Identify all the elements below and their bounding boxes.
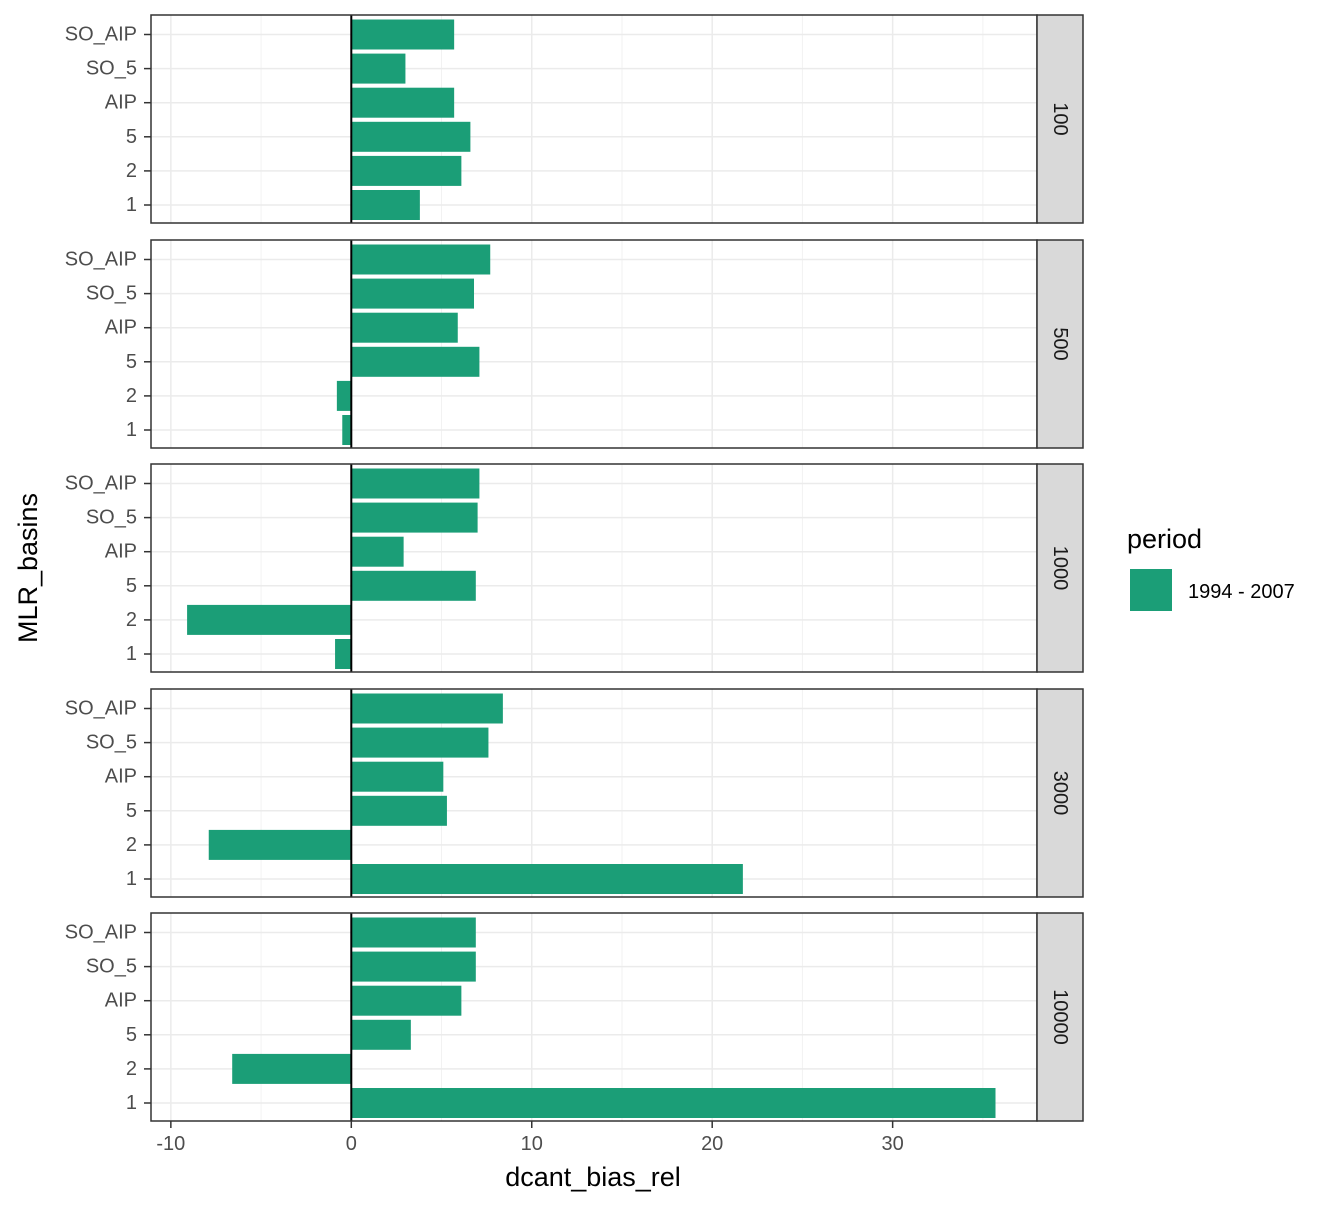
- facet-panel-500: 500 SO_AIP SO_5 AIP 5 2 1: [65, 239, 1084, 449]
- facet-strip-label: 3000: [1049, 771, 1071, 816]
- bar-1000-AIP: [351, 536, 404, 567]
- panels-layer: 100SO_AIPSO_5AIP521500SO_AIPSO_5AIP52110…: [65, 14, 1084, 1122]
- y-tick-label: 2: [126, 834, 137, 856]
- y-tick-label: 1: [126, 194, 137, 216]
- facet-strip-label: 500: [1049, 327, 1071, 360]
- bar-100-1: [351, 190, 420, 220]
- x-tick-label: 30: [882, 1133, 904, 1155]
- facet-strip: [1036, 463, 1084, 673]
- facet-panel-3000: 3000 SO_AIP SO_5 AIP 5 2 1: [65, 688, 1084, 898]
- bar-10000-SO_5: [351, 951, 476, 982]
- y-tick-label: 1: [126, 868, 137, 890]
- bar-500-1: [342, 415, 352, 445]
- bar-500-SO_5: [351, 278, 475, 309]
- y-tick-label: 1: [126, 1092, 137, 1114]
- panel-background: [151, 15, 1037, 223]
- bar-100-SO_AIP: [351, 19, 455, 50]
- facet-strip: [1036, 912, 1084, 1122]
- bar-3000-1: [351, 864, 743, 894]
- x-tick-label: 0: [346, 1133, 357, 1155]
- x-axis: -10 0 10 20 30: [156, 1121, 904, 1155]
- bar-1000-SO_5: [351, 502, 478, 533]
- y-tick-label: SO_5: [86, 732, 137, 754]
- facet-strip: [1036, 239, 1084, 449]
- y-tick-label: 1: [126, 419, 137, 441]
- facet-panel-10000: 10000 SO_AIP SO_5 AIP 5 2 1: [65, 912, 1084, 1122]
- facet-strip-label: 100: [1049, 102, 1071, 135]
- y-tick-label: 5: [126, 800, 137, 822]
- y-tick-label: SO_AIP: [65, 249, 137, 271]
- bar-100-2: [351, 155, 462, 186]
- y-tick-label: AIP: [105, 990, 137, 1012]
- bar-10000-1: [351, 1088, 996, 1118]
- facet-strip-label: 10000: [1049, 989, 1071, 1045]
- bar-1000-5: [351, 570, 476, 601]
- bar-3000-AIP: [351, 761, 444, 792]
- y-tick-label: SO_5: [86, 58, 137, 80]
- bar-1000-SO_AIP: [351, 468, 480, 499]
- y-tick-label: 5: [126, 575, 137, 597]
- x-tick-label: -10: [156, 1133, 185, 1155]
- y-tick-label: SO_5: [86, 283, 137, 305]
- y-tick-label: SO_5: [86, 956, 137, 978]
- bar-3000-SO_5: [351, 727, 489, 758]
- bar-100-5: [351, 121, 471, 152]
- x-tick-label: 20: [701, 1133, 723, 1155]
- y-tick-label: SO_AIP: [65, 922, 137, 944]
- y-tick-label: AIP: [105, 766, 137, 788]
- legend: period 1994 - 2007: [1127, 524, 1295, 611]
- bar-500-5: [351, 346, 480, 377]
- y-tick-label: SO_AIP: [65, 698, 137, 720]
- y-tick-label: 5: [126, 126, 137, 148]
- bar-10000-5: [351, 1019, 411, 1050]
- facet-strip: [1036, 14, 1084, 224]
- bar-1000-1: [335, 639, 352, 669]
- facet-strip: [1036, 688, 1084, 898]
- y-tick-label: 5: [126, 1024, 137, 1046]
- bar-3000-2: [208, 829, 352, 860]
- panel-background: [151, 464, 1037, 672]
- legend-label: 1994 - 2007: [1188, 581, 1295, 603]
- facet-strip-label: 1000: [1049, 546, 1071, 591]
- y-tick-label: AIP: [105, 92, 137, 114]
- bar-500-SO_AIP: [351, 244, 491, 275]
- y-tick-label: 2: [126, 1058, 137, 1080]
- bar-1000-2: [187, 604, 352, 635]
- bar-100-AIP: [351, 87, 455, 118]
- panel-background: [151, 240, 1037, 448]
- legend-key-swatch: [1130, 569, 1172, 611]
- panel-background: [151, 689, 1037, 897]
- y-tick-label: SO_AIP: [65, 473, 137, 495]
- y-axis-title: MLR_basins: [13, 493, 43, 643]
- y-tick-label: 1: [126, 643, 137, 665]
- bar-3000-SO_AIP: [351, 693, 503, 724]
- bar-500-2: [336, 380, 352, 411]
- bar-10000-AIP: [351, 985, 462, 1016]
- y-tick-label: 5: [126, 351, 137, 373]
- bar-3000-5: [351, 795, 447, 826]
- facet-panel-1000: 1000 SO_AIP SO_5 AIP 5 2 1: [65, 463, 1084, 673]
- legend-title: period: [1127, 524, 1202, 554]
- y-tick-label: 2: [126, 385, 137, 407]
- bar-500-AIP: [351, 312, 458, 343]
- bar-10000-SO_AIP: [351, 917, 476, 948]
- y-tick-label: AIP: [105, 541, 137, 563]
- x-tick-label: 10: [521, 1133, 543, 1155]
- bar-100-SO_5: [351, 53, 406, 84]
- panel-background: [151, 913, 1037, 1121]
- y-tick-label: AIP: [105, 317, 137, 339]
- x-axis-title: dcant_bias_rel: [505, 1162, 681, 1192]
- y-tick-label: 2: [126, 160, 137, 182]
- facet-panel-100: 100 SO_AIP SO_5 AIP 5 2 1: [65, 14, 1084, 224]
- y-tick-label: SO_5: [86, 507, 137, 529]
- y-tick-label: SO_AIP: [65, 24, 137, 46]
- y-tick-label: 2: [126, 609, 137, 631]
- bar-10000-2: [232, 1053, 352, 1084]
